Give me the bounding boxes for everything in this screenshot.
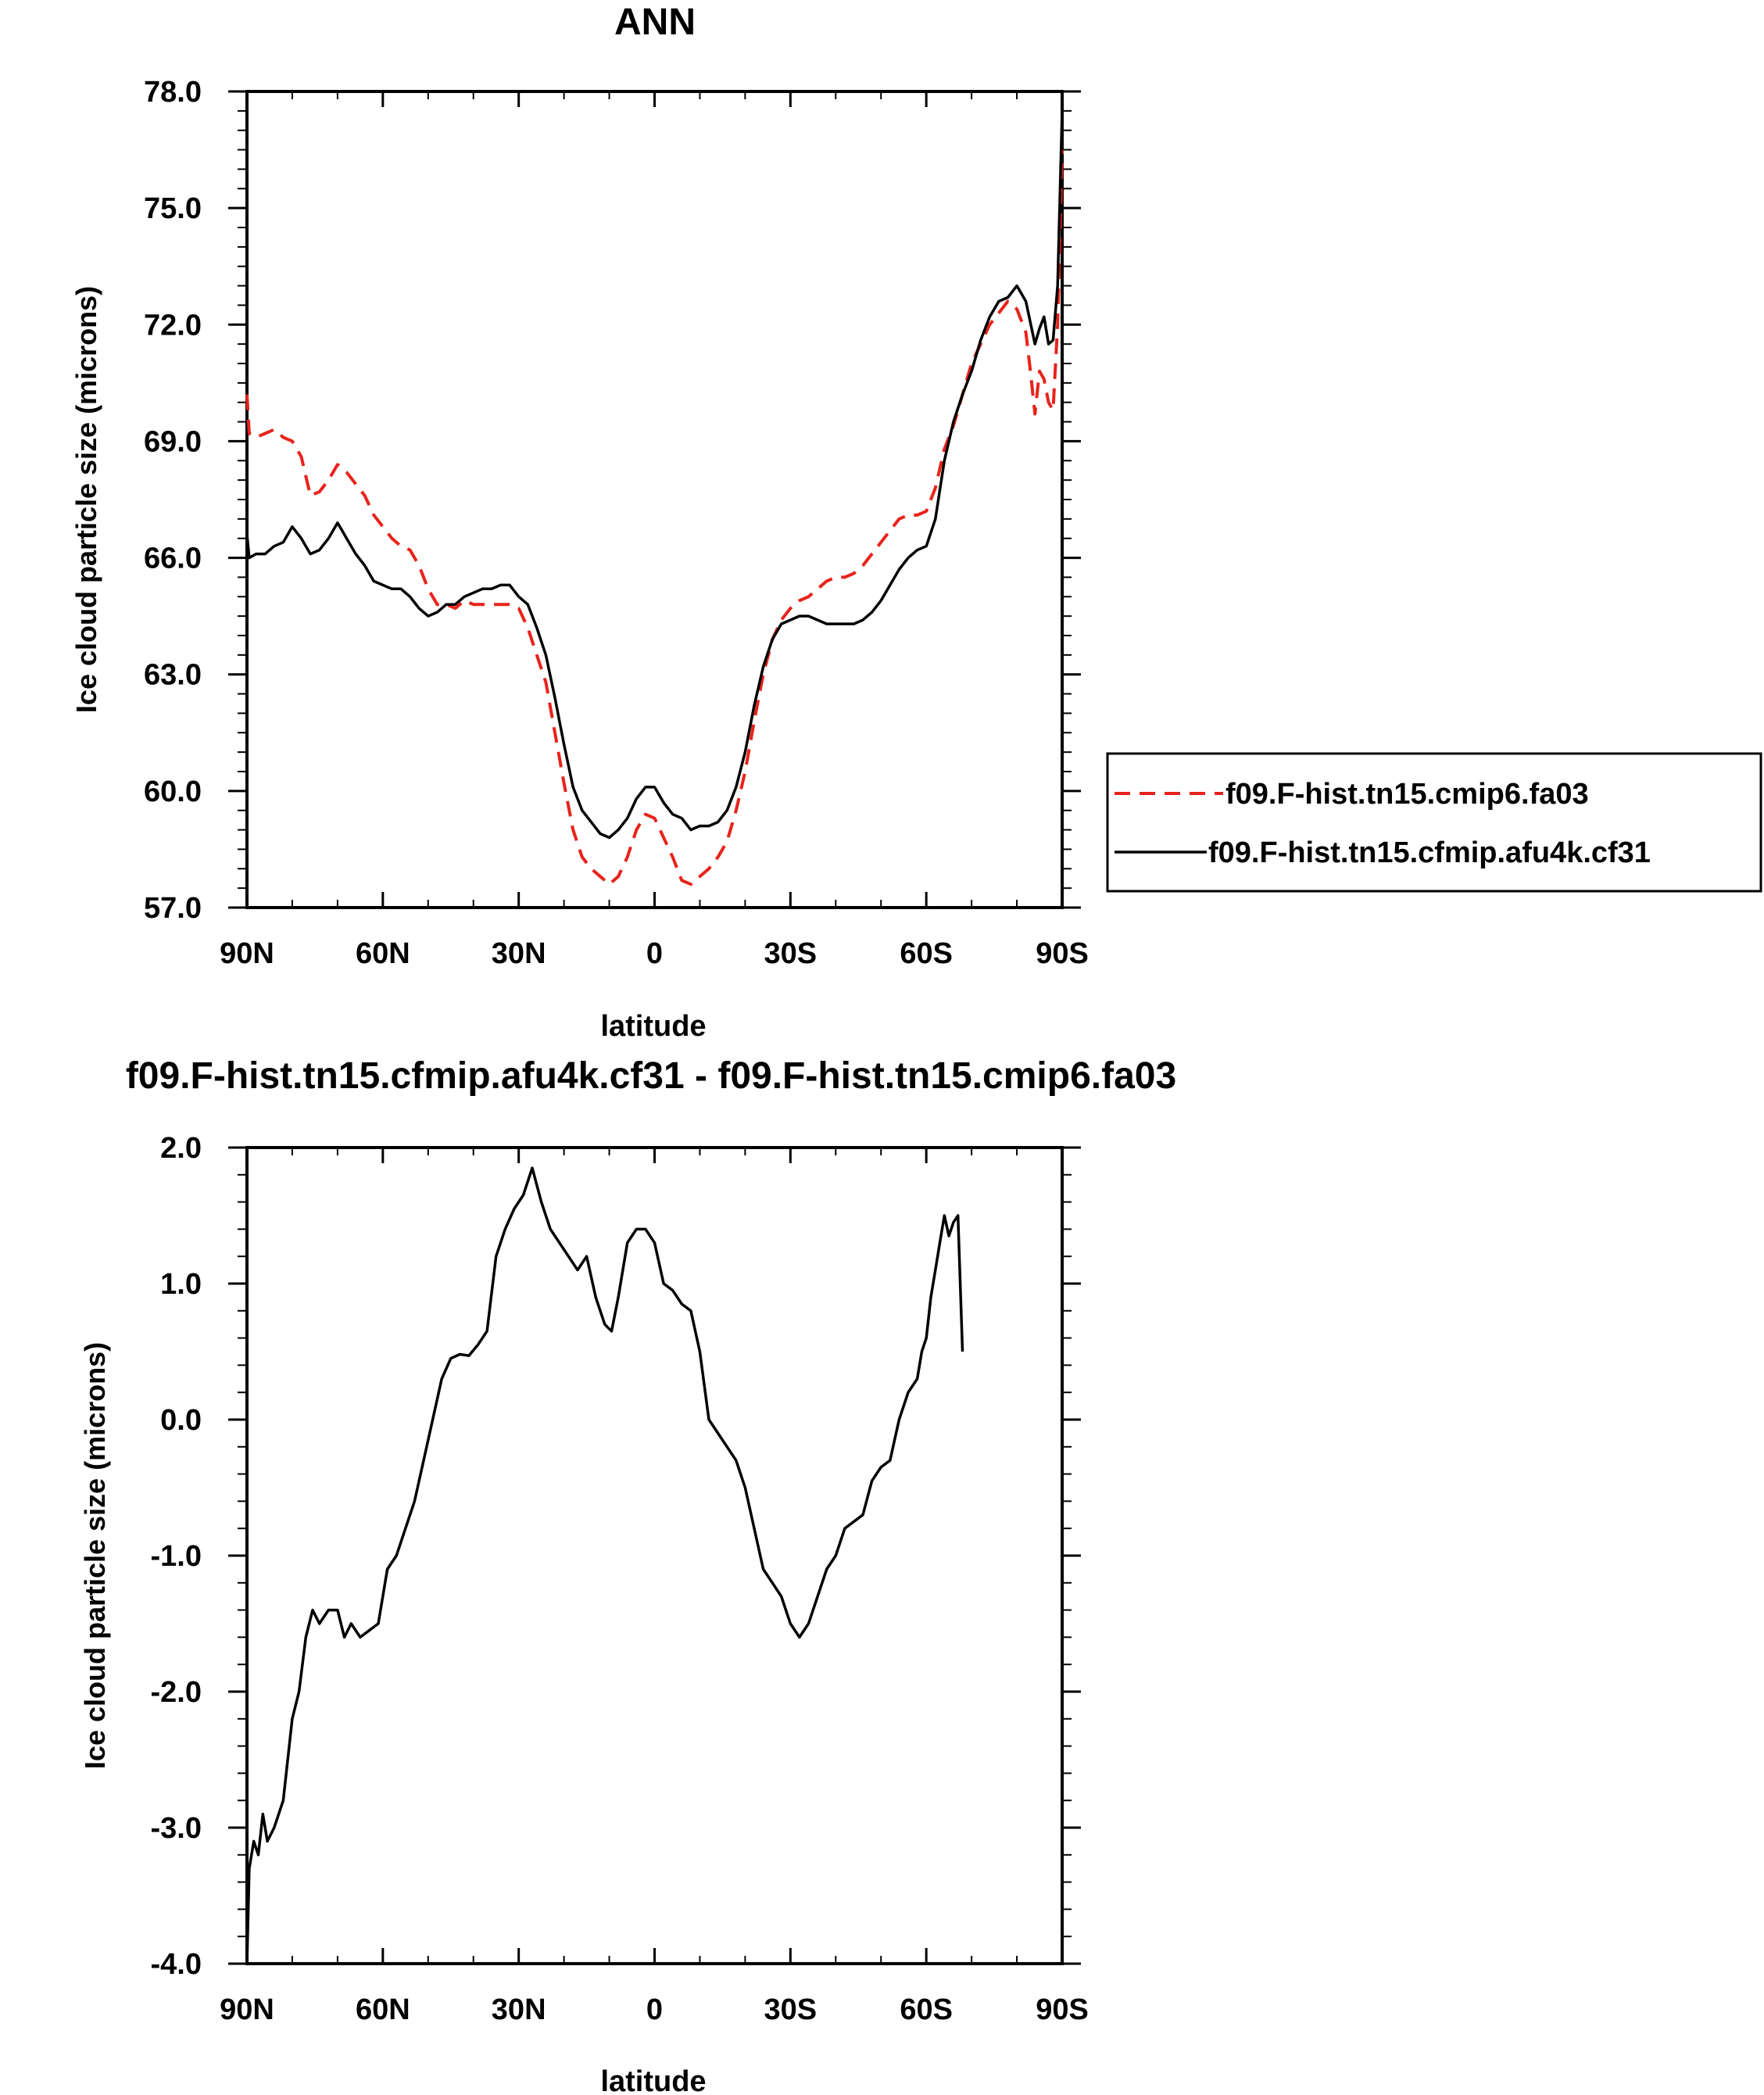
top-y-axis-label: Ice cloud particle size (microns) <box>70 286 102 713</box>
top-y-tick-label: 69.0 <box>144 425 202 458</box>
bottom-x-tick-label: 90S <box>1036 1993 1089 2026</box>
bottom-x-tick-label: 90N <box>220 1993 274 2026</box>
legend-box <box>1106 752 1762 893</box>
bottom-x-axis-label: latitude <box>600 2065 706 2095</box>
top-x-axis-label: latitude <box>600 1010 706 1043</box>
bottom-plot-frame <box>245 1146 1064 1965</box>
top-y-tick-label: 60.0 <box>144 775 202 808</box>
top-x-tick-label: 60N <box>356 937 410 970</box>
top-series-line-1 <box>245 110 1064 840</box>
bottom-y-tick-label: 0.0 <box>160 1404 202 1437</box>
bottom-y-tick-label: -2.0 <box>151 1676 202 1709</box>
bottom-panel: f09.F-hist.tn15.cfmip.afu4k.cf31 - f09.F… <box>79 1055 1176 2095</box>
top-x-tick-label: 90N <box>220 937 274 970</box>
top-x-tick-label: 60S <box>900 937 953 970</box>
top-y-tick-label: 57.0 <box>144 892 202 925</box>
bottom-series-lines <box>245 1166 964 1964</box>
bottom-y-tick-label: -1.0 <box>151 1540 202 1573</box>
bottom-panel-title: f09.F-hist.tn15.cfmip.afu4k.cf31 - f09.F… <box>126 1055 1176 1097</box>
legend-label-cmip6: f09.F-hist.tn15.cmip6.fa03 <box>1225 778 1589 811</box>
top-series-lines <box>245 110 1064 886</box>
bottom-x-tick-label: 60N <box>356 1993 410 2026</box>
bottom-y-tick-label: -3.0 <box>151 1812 202 1845</box>
top-y-tick-label: 72.0 <box>144 309 202 342</box>
bottom-axis-ticks: 90N 60N 30N 0 30S 60S 90S -4.0 -3.0 -2.0 -1.0 0.0 1.… <box>151 1132 1089 2026</box>
top-x-tick-label: 30S <box>764 937 818 970</box>
top-y-tick-label: 78.0 <box>144 76 202 109</box>
bottom-y-tick-label: 2.0 <box>160 1132 202 1165</box>
top-x-tick-label: 30N <box>492 937 546 970</box>
bottom-y-axis-label: Ice cloud particle size (microns) <box>79 1342 111 1769</box>
bottom-x-tick-label: 60S <box>900 1993 953 2026</box>
top-x-tick-label: 0 <box>646 937 663 970</box>
top-y-tick-label: 63.0 <box>144 659 202 692</box>
bottom-x-tick-label: 30N <box>492 1993 546 2026</box>
top-y-tick-label: 75.0 <box>144 192 202 225</box>
top-panel-title: ANN <box>614 2 696 43</box>
bottom-series-line-0 <box>245 1166 964 1964</box>
top-axis-ticks: 90N 60N 30N 0 30S 60S 90S 57.0 60.0 63.0 66.0 69.0 7… <box>144 76 1089 970</box>
bottom-x-tick-label: 0 <box>646 1993 663 2026</box>
top-x-tick-label: 90S <box>1036 937 1089 970</box>
bottom-x-tick-label: 30S <box>764 1993 818 2026</box>
top-panel: ANN 90N 60N 30N 0 30S 60S 90S 57.0 60.0 63.0 66.0 6… <box>70 2 1762 1043</box>
legend-label-cfmip: f09.F-hist.tn15.cfmip.afu4k.cf31 <box>1208 836 1651 869</box>
legend: f09.F-hist.tn15.cmip6.fa03 f09.F-hist.tn… <box>1106 752 1762 893</box>
bottom-y-tick-label: -4.0 <box>151 1948 202 1981</box>
top-y-tick-label: 66.0 <box>144 543 202 575</box>
top-plot-frame <box>245 90 1064 909</box>
bottom-y-tick-label: 1.0 <box>160 1268 202 1301</box>
top-series-line-0 <box>245 149 1064 886</box>
